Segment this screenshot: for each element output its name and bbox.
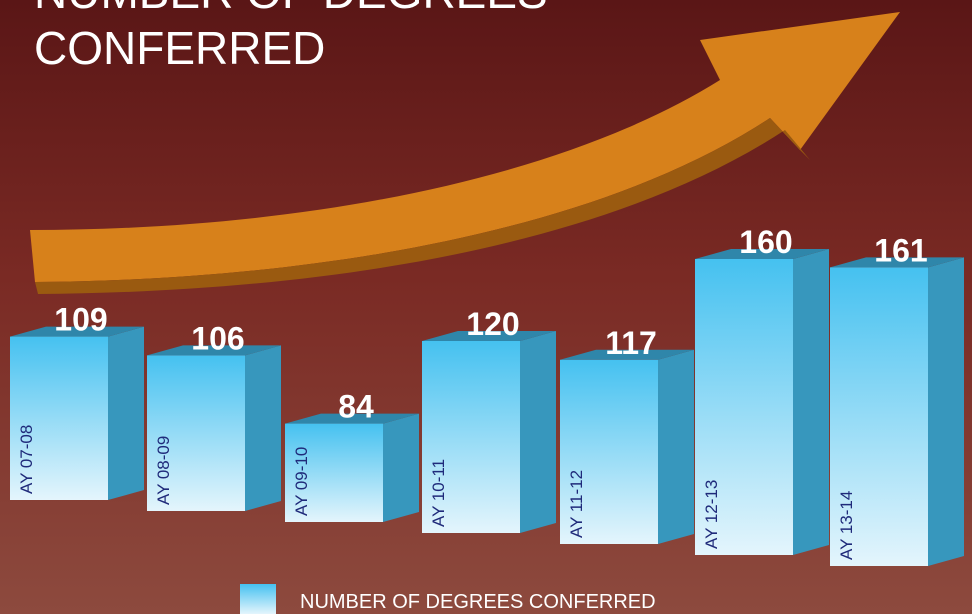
value-label: 109: [54, 302, 107, 338]
bar: [830, 267, 928, 566]
category-label: AY 10-11: [429, 459, 448, 527]
bar-side: [108, 326, 144, 500]
category-label: AY 11-12: [567, 470, 586, 538]
bar-top: [422, 331, 556, 341]
bar: [147, 355, 245, 511]
bar-top: [695, 249, 829, 259]
legend-label: NUMBER OF DEGREES CONFERRED: [300, 591, 656, 613]
trend-arrow: [30, 12, 900, 282]
bar: [695, 259, 793, 555]
bar-side: [928, 257, 964, 566]
category-label: AY 07-08: [17, 425, 36, 494]
value-label: 84: [338, 389, 374, 425]
value-label: 161: [874, 232, 927, 268]
category-label: AY 12-13: [702, 480, 721, 549]
bar-top: [10, 326, 144, 337]
value-label: 117: [605, 325, 657, 361]
chart-title: CONFERRED: [34, 22, 325, 74]
bar-side: [245, 345, 281, 511]
bar-side: [520, 331, 556, 533]
chart-title: NUMBER OF DEGREES: [34, 0, 548, 18]
bar: [10, 336, 108, 500]
bar-side: [793, 249, 829, 555]
bar: [285, 423, 383, 522]
bar-top: [560, 349, 694, 360]
category-label: AY 13-14: [837, 491, 856, 560]
value-label: 120: [466, 306, 519, 342]
bar-side: [383, 413, 419, 522]
bar: [560, 359, 658, 544]
bar-top: [285, 413, 419, 424]
category-label: AY 08-09: [154, 436, 173, 505]
bar-side: [658, 349, 694, 544]
bar: [422, 341, 520, 533]
bar-top: [830, 257, 964, 268]
bar-top: [147, 345, 281, 356]
value-label: 160: [739, 224, 792, 260]
legend-swatch: [240, 584, 276, 614]
trend-arrow-shade: [35, 118, 810, 294]
category-label: AY 09-10: [292, 447, 311, 516]
value-label: 106: [191, 320, 244, 356]
